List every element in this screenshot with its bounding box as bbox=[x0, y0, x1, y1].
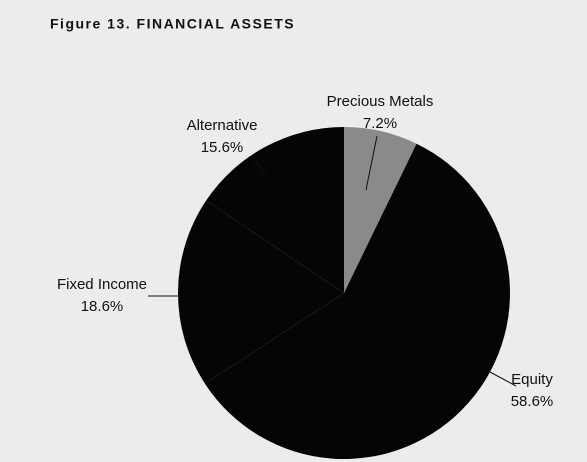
chart-title: Figure 13. FINANCIAL ASSETS bbox=[50, 16, 295, 32]
pie-slice bbox=[206, 127, 344, 293]
pie-slice bbox=[204, 143, 511, 459]
slice-label: Precious Metals bbox=[327, 93, 434, 110]
slice-value-label: 15.6% bbox=[201, 139, 244, 156]
slice-label: Fixed Income bbox=[57, 276, 147, 293]
slice-value-label: 7.2% bbox=[363, 115, 397, 132]
leader-line bbox=[253, 159, 267, 175]
leader-line bbox=[489, 371, 517, 387]
pie-slice bbox=[178, 200, 344, 384]
slice-value-label: 58.6% bbox=[511, 393, 554, 410]
slice-value-label: 18.6% bbox=[81, 298, 124, 315]
leader-line bbox=[365, 135, 378, 191]
slice-label: Equity bbox=[511, 371, 553, 388]
pie-slice bbox=[344, 127, 417, 293]
slice-label: Alternative bbox=[187, 117, 258, 134]
